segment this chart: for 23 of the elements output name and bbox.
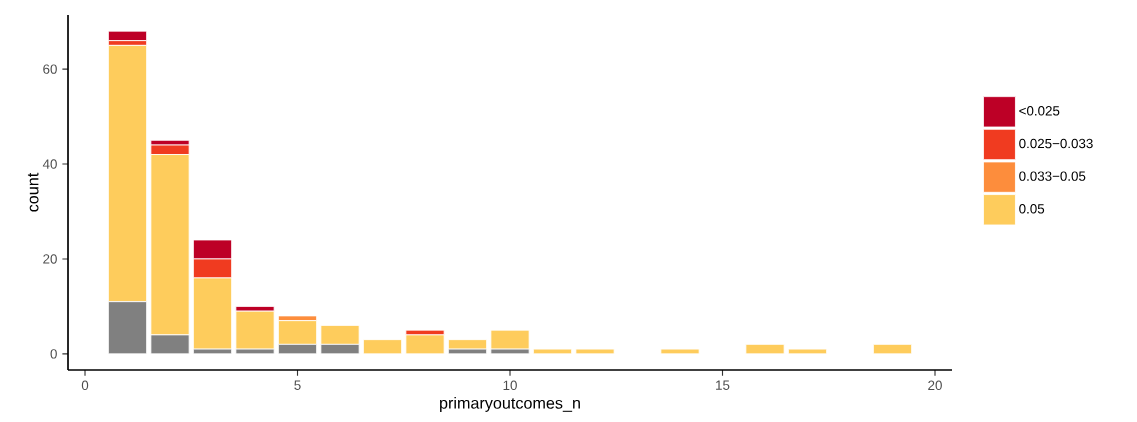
bar xyxy=(660,348,700,355)
y-tick-label: 0 xyxy=(50,349,57,359)
x-tick-label: 0 xyxy=(81,380,89,391)
x-tick-label: 20 xyxy=(928,380,942,391)
legend-label: 0.05 xyxy=(1019,204,1045,214)
bar xyxy=(107,30,148,42)
legend-label: 0.025−0.033 xyxy=(1019,138,1093,149)
x-axis-title: primaryoutcomes_n xyxy=(440,396,580,412)
y-axis-title: count xyxy=(27,172,39,212)
bar xyxy=(532,348,573,355)
bar xyxy=(362,339,403,355)
bar xyxy=(872,343,913,355)
y-tick-label: 60 xyxy=(43,64,57,74)
bar xyxy=(787,348,828,355)
x-tick-label: 5 xyxy=(294,380,301,390)
x-tick-label: 15 xyxy=(716,380,730,390)
y-tick-label: 20 xyxy=(43,254,57,264)
bar xyxy=(575,348,615,355)
y-tick-label: 40 xyxy=(42,159,57,169)
legend-label: <0.025 xyxy=(1019,106,1060,116)
x-tick-label: 10 xyxy=(503,380,517,391)
bar xyxy=(745,343,785,355)
legend-label: 0.033−0.05 xyxy=(1019,171,1086,181)
